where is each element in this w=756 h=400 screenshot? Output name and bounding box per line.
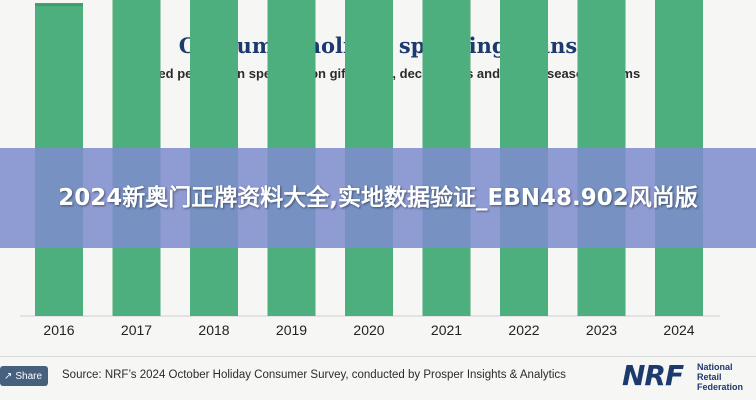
share-icon: ↗ [4, 370, 13, 382]
x-tick-2018: 2018 [198, 322, 229, 338]
x-tick-2023: 2023 [586, 322, 617, 338]
watermark-banner: 2024新奥门正牌资料大全,实地数据验证_EBN48.902风尚版 [0, 148, 756, 248]
x-tick-2022: 2022 [508, 322, 539, 338]
x-tick-2019: 2019 [276, 322, 307, 338]
x-tick-2024: 2024 [663, 322, 694, 338]
x-tick-2017: 2017 [121, 322, 152, 338]
share-button[interactable]: ↗ Share [0, 366, 48, 386]
source-note: Source: NRF’s 2024 October Holiday Consu… [62, 369, 566, 381]
x-tick-2021: 2021 [431, 322, 462, 338]
x-tick-2020: 2020 [353, 322, 384, 338]
share-label: Share [15, 370, 43, 382]
nrf-org-name: National Retail Federation [697, 362, 744, 392]
watermark-text: 2024新奥门正牌资料大全,实地数据验证_EBN48.902风尚版 [58, 185, 698, 211]
x-tick-2016: 2016 [43, 322, 74, 338]
bar-cap-2016 [35, 3, 83, 7]
nrf-logo: NRF [622, 359, 684, 392]
footer-divider [0, 356, 756, 357]
